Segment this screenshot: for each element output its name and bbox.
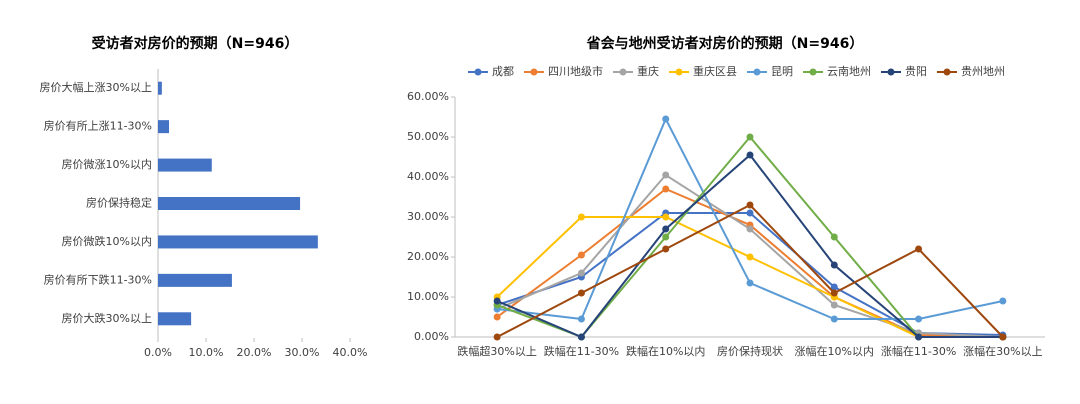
legend-marker — [943, 68, 951, 76]
bar — [158, 312, 192, 326]
point — [577, 315, 585, 323]
point — [577, 213, 585, 221]
legend-label: 重庆区县 — [693, 64, 737, 78]
legend-label: 成都 — [492, 65, 514, 78]
y-tick-label: 房价大跌30%以上 — [62, 311, 152, 325]
point — [830, 289, 838, 297]
point — [915, 245, 923, 253]
point — [746, 151, 754, 159]
point — [746, 209, 754, 217]
point — [662, 213, 670, 221]
x-tick-label: 跌幅在10%以内 — [626, 344, 705, 358]
series-line — [496, 135, 1003, 339]
legend-marker — [474, 68, 482, 76]
point — [830, 315, 838, 323]
point — [746, 279, 754, 287]
point — [662, 233, 670, 241]
legend-marker — [887, 68, 895, 76]
y-tick-label: 20.00% — [407, 250, 449, 263]
y-tick-label: 房价微涨10%以内 — [62, 157, 152, 171]
point — [746, 253, 754, 261]
bar — [158, 158, 212, 172]
y-tick-label: 房价微跌10%以内 — [62, 234, 152, 248]
legend-marker — [530, 68, 538, 76]
point — [915, 333, 923, 341]
point — [915, 315, 923, 323]
bar — [158, 197, 301, 210]
point — [662, 185, 670, 193]
point — [830, 233, 838, 241]
legend-marker — [809, 68, 817, 76]
x-tick-label: 涨幅在11-30% — [881, 345, 956, 358]
point — [662, 171, 670, 179]
chart-title: 受访者对房价的预期（N=946） — [92, 35, 299, 52]
x-tick-label: 涨幅在10%以内 — [795, 344, 874, 358]
bar — [158, 120, 170, 134]
x-tick-label: 房价保持现状 — [717, 344, 783, 358]
legend-label: 贵州地州 — [961, 65, 1005, 78]
point — [662, 245, 670, 253]
point — [577, 269, 585, 277]
x-tick-label: 涨幅在30%以上 — [963, 345, 1042, 358]
y-tick-label: 0.00% — [414, 330, 449, 343]
bar — [158, 81, 162, 95]
y-tick-label: 10.00% — [407, 290, 449, 303]
x-tick-label: 30.0% — [285, 346, 320, 359]
series-line — [497, 116, 1004, 321]
x-tick-label: 40.0% — [333, 346, 368, 359]
bar — [158, 235, 318, 249]
point — [830, 283, 838, 291]
legend-label: 四川地级市 — [548, 64, 603, 78]
x-tick-label: 跌幅在11-30% — [544, 344, 619, 358]
legend-label: 云南地州 — [827, 65, 871, 78]
y-tick-label: 房价大幅上涨30%以上 — [40, 80, 152, 94]
point — [493, 313, 501, 321]
point — [746, 133, 754, 141]
legend-label: 昆明 — [771, 65, 793, 78]
legend-marker — [619, 68, 627, 76]
point — [746, 225, 754, 233]
point — [999, 333, 1007, 341]
series-line — [496, 153, 1003, 339]
legend-label: 贵阳 — [905, 65, 927, 78]
point — [999, 297, 1007, 305]
chart-title: 省会与地州受访者对房价的预期（N=946） — [586, 35, 864, 52]
x-tick-label: 跌幅超30%以上 — [457, 344, 536, 358]
point — [662, 225, 670, 233]
bar — [158, 273, 232, 287]
y-tick-label: 房价有所上涨11-30% — [44, 119, 152, 133]
y-tick-label: 房价有所下跌11-30% — [44, 272, 152, 286]
point — [746, 201, 754, 209]
x-tick-label: 0.0% — [144, 346, 172, 359]
y-tick-label: 60.00% — [407, 90, 449, 103]
x-tick-label: 10.0% — [189, 346, 224, 359]
x-tick-label: 20.0% — [237, 346, 272, 359]
y-tick-label: 30.00% — [407, 210, 449, 223]
point — [493, 297, 501, 305]
y-tick-label: 40.00% — [407, 170, 449, 183]
y-tick-label: 房价保持稳定 — [86, 196, 152, 210]
point — [577, 333, 585, 341]
legend-label: 重庆 — [637, 64, 659, 78]
legend-marker — [753, 68, 761, 76]
legend-marker — [675, 68, 683, 76]
point — [493, 333, 501, 341]
point — [830, 261, 838, 269]
y-tick-label: 50.00% — [407, 130, 449, 143]
point — [830, 301, 838, 309]
point — [662, 115, 670, 123]
point — [577, 251, 585, 259]
point — [577, 289, 585, 297]
